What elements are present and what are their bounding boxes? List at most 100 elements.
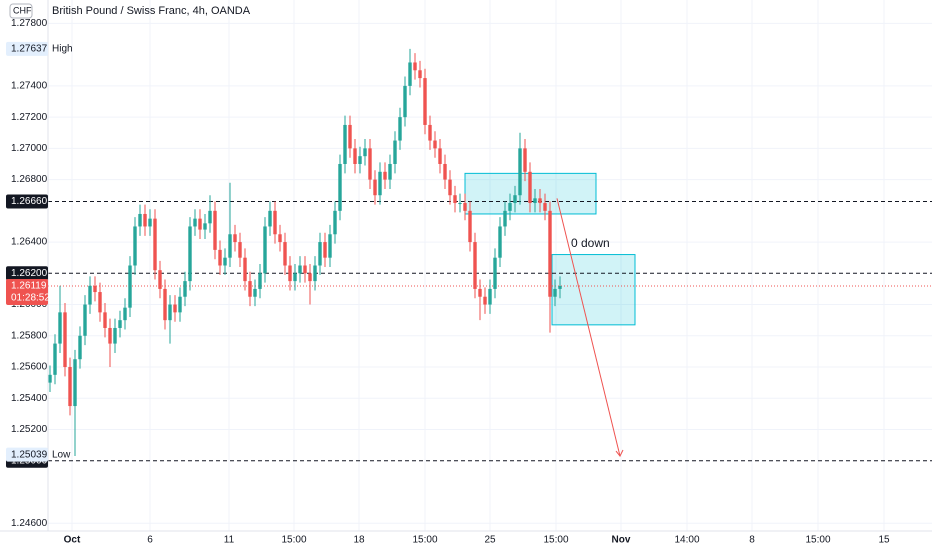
- candle-body: [53, 343, 57, 375]
- x-tick-label: 15: [878, 535, 890, 546]
- candle-body: [368, 148, 372, 180]
- candle-body: [108, 327, 112, 344]
- candle-body: [378, 171, 382, 196]
- last-price-bg: [6, 278, 48, 305]
- candle-body: [93, 285, 97, 293]
- candle-body: [443, 163, 447, 180]
- candle-body: [183, 281, 187, 297]
- candle-body: [288, 265, 292, 282]
- candle-body: [273, 210, 277, 235]
- y-tick-label: 1.27400: [11, 81, 48, 92]
- candle-body: [558, 285, 562, 289]
- candle-body: [78, 335, 82, 360]
- arrow-head: [615, 449, 624, 457]
- candle-body: [393, 140, 397, 164]
- candle-body: [468, 210, 472, 243]
- candle-body: [213, 210, 217, 250]
- candle-body: [218, 249, 222, 266]
- candle-body: [223, 257, 227, 266]
- candle-body: [198, 218, 202, 230]
- candle-body: [343, 124, 347, 164]
- candle-body: [128, 265, 132, 308]
- candle-body: [488, 288, 492, 305]
- x-tick-label: 15:00: [543, 535, 568, 546]
- candle-body: [203, 223, 207, 230]
- price-line-label-bg: [6, 194, 48, 209]
- candle-body: [328, 234, 332, 258]
- candle-body: [383, 171, 387, 180]
- candle-body: [68, 367, 72, 407]
- candle-body: [83, 304, 87, 336]
- candle-body: [418, 70, 422, 79]
- y-tick-label: 1.25600: [11, 362, 48, 373]
- candle-body: [148, 218, 152, 227]
- x-axis-bg: [0, 531, 932, 550]
- candle-body: [263, 226, 267, 274]
- candle-body: [308, 273, 312, 282]
- candle-body: [448, 179, 452, 196]
- candle-body: [48, 374, 52, 383]
- candle-body: [293, 273, 297, 282]
- candle-body: [353, 148, 357, 164]
- y-tick-label: 1.24600: [11, 518, 48, 529]
- candle-body: [88, 285, 92, 305]
- candle-body: [373, 179, 377, 196]
- symbol-badge-bg: [9, 3, 33, 19]
- y-tick-label: 1.25400: [11, 393, 48, 404]
- candle-body: [303, 265, 307, 274]
- candle-body: [518, 148, 522, 196]
- candle-body: [193, 218, 197, 227]
- candle-body: [313, 265, 317, 282]
- candle-body: [528, 171, 532, 204]
- candle-body: [98, 292, 102, 313]
- candle-body: [208, 210, 212, 224]
- candle-body: [173, 304, 177, 313]
- candle-body: [268, 210, 272, 227]
- low-label-bg: [6, 447, 48, 462]
- candle-body: [63, 312, 67, 368]
- candle-body: [168, 304, 172, 321]
- candle-body: [318, 242, 322, 266]
- candle-body: [123, 307, 127, 321]
- candle-body: [158, 270, 162, 289]
- high-text: High: [52, 44, 73, 55]
- candle-body: [473, 242, 477, 289]
- candle-body: [398, 117, 402, 141]
- candle-body: [153, 218, 157, 271]
- candle-body: [228, 234, 232, 258]
- x-tick-label: 18: [353, 535, 365, 546]
- y-tick-label: 1.26800: [11, 174, 48, 185]
- candle-body: [438, 148, 442, 164]
- candle-body: [233, 234, 237, 243]
- candle-body: [498, 226, 502, 258]
- arrow: [556, 198, 621, 457]
- candle-body: [363, 148, 367, 157]
- x-tick-label: Oct: [64, 535, 81, 546]
- x-tick-label: 15:00: [412, 535, 437, 546]
- candle-body: [508, 203, 512, 211]
- x-tick-label: 15:00: [281, 535, 306, 546]
- candle-body: [278, 234, 282, 243]
- annotation: 0 down: [571, 236, 610, 250]
- y-tick-label: 1.25200: [11, 424, 48, 435]
- candle-body: [298, 265, 302, 274]
- y-tick-label: 1.27200: [11, 112, 48, 123]
- high-label-bg: [6, 41, 48, 56]
- last-price-label: 1.26119: [11, 281, 47, 292]
- candle-body: [333, 210, 337, 235]
- x-tick-label: 8: [749, 535, 755, 546]
- x-tick-label: 25: [484, 535, 496, 546]
- low-text: Low: [52, 449, 71, 460]
- candle-body: [408, 62, 412, 86]
- candle-body: [493, 257, 497, 289]
- candle-body: [323, 242, 327, 258]
- candle-body: [188, 226, 192, 282]
- candle-body: [243, 257, 247, 282]
- candle-body: [428, 124, 432, 141]
- candle-body: [453, 195, 457, 204]
- x-tick-label: 11: [224, 535, 235, 546]
- candle-body: [463, 203, 467, 211]
